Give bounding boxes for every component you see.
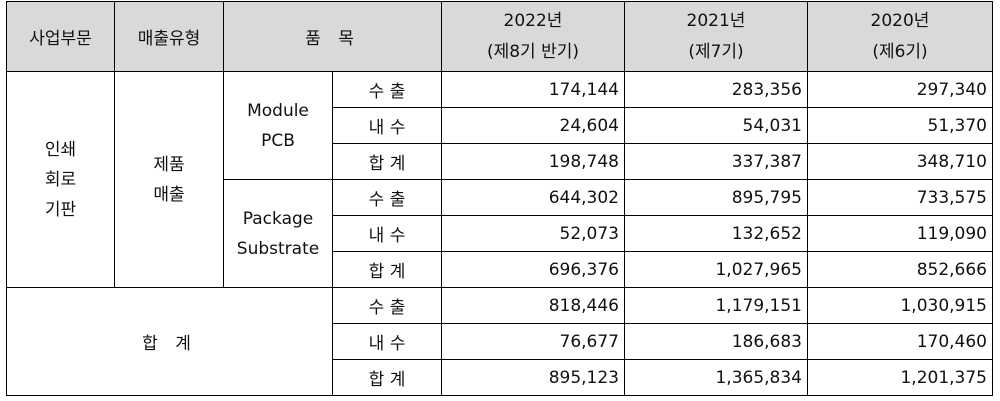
value-cell: 132,652 [624, 215, 808, 252]
value-cell: 119,090 [807, 215, 993, 252]
value-cell: 696,376 [441, 251, 625, 288]
kind-cell: 합 계 [332, 143, 442, 180]
table-row: 합 계 696,376 1,027,965 852,666 [7, 251, 993, 288]
header-item-label: 품 목 [305, 29, 360, 49]
kind-cell: 수 출 [332, 71, 442, 108]
kind-cell: 내 수 [332, 323, 442, 360]
header-term: (제6기) [872, 41, 928, 62]
value-cell: 76,677 [441, 323, 625, 360]
value-cell: 51,370 [807, 107, 993, 144]
header-year: 2021년 [686, 10, 746, 31]
value-cell: 1,365,834 [624, 359, 808, 396]
total-label-cell: 합 계 [6, 287, 333, 396]
table-row: 합 계 198,748 337,387 348,710 [7, 143, 993, 180]
table-row: 인쇄 회로 기판 제품 매출 Module PCB 수 출 174,144 28… [6, 71, 993, 288]
kind-cell: 합 계 [332, 251, 442, 288]
header-term: (제7기) [688, 41, 744, 62]
value-cell: 348,710 [807, 143, 993, 180]
value-cell: 852,666 [807, 251, 993, 288]
value-cell: 283,356 [624, 71, 808, 108]
product-cell: Package Substrate [223, 179, 333, 288]
table-row: 내 수 76,677 186,683 170,460 [7, 323, 993, 360]
value-cell: 24,604 [441, 107, 625, 144]
header-period-2022: 2022년 (제8기 반기) [441, 1, 625, 72]
kind-cell: 수 출 [332, 287, 442, 324]
product-line: Substrate [236, 238, 320, 259]
value-cell: 1,201,375 [807, 359, 993, 396]
product-cell: Module PCB [223, 71, 333, 180]
value-cell: 54,031 [624, 107, 808, 144]
sales-type-line: 매출 [153, 184, 185, 205]
value-cell: 733,575 [807, 179, 993, 216]
sales-type-cell: 제품 매출 [114, 71, 224, 288]
value-cell: 186,683 [624, 323, 808, 360]
value-cell: 297,340 [807, 71, 993, 108]
header-year: 2022년 [503, 10, 563, 31]
value-cell: 895,795 [624, 179, 808, 216]
value-cell: 198,748 [441, 143, 625, 180]
table-row: 내 수 24,604 54,031 51,370 [7, 107, 993, 144]
product-line: PCB [261, 130, 295, 151]
value-cell: 337,387 [624, 143, 808, 180]
header-period-2021: 2021년 (제7기) [624, 1, 808, 72]
header-sales-type: 매출유형 [114, 1, 224, 72]
table-row: 합 계 895,123 1,365,834 1,201,375 [7, 359, 993, 396]
kind-cell: 합 계 [332, 359, 442, 396]
header-segment: 사업부문 [6, 1, 115, 72]
kind-cell: 내 수 [332, 215, 442, 252]
value-cell: 170,460 [807, 323, 993, 360]
value-cell: 174,144 [441, 71, 625, 108]
value-cell: 644,302 [441, 179, 625, 216]
value-cell: 1,030,915 [807, 287, 993, 324]
header-period-2020: 2020년 (제6기) [807, 1, 993, 72]
header-year: 2020년 [870, 10, 930, 31]
value-cell: 1,027,965 [624, 251, 808, 288]
sales-type-line: 제품 [153, 154, 185, 175]
segment-line: 기판 [44, 199, 77, 220]
value-cell: 895,123 [441, 359, 625, 396]
table-row: 합 계 수 출 818,446 1,179,151 1,030,915 [6, 287, 993, 396]
product-line: Package [242, 208, 314, 229]
header-term: (제8기 반기) [486, 41, 580, 62]
value-cell: 818,446 [441, 287, 625, 324]
value-cell: 52,073 [441, 215, 625, 252]
sales-table: 사업부문 매출유형 품 목 2022년 (제8기 반기) 2021년 (제7기)… [6, 1, 993, 396]
segment-line: 회로 [44, 169, 77, 190]
header-row: 사업부문 매출유형 품 목 2022년 (제8기 반기) 2021년 (제7기)… [6, 1, 993, 72]
header-item: 품 목 [223, 1, 442, 72]
value-cell: 1,179,151 [624, 287, 808, 324]
segment-cell: 인쇄 회로 기판 [6, 71, 115, 288]
product-line: Module [247, 100, 309, 121]
segment-line: 인쇄 [44, 139, 77, 160]
total-label: 합 계 [142, 334, 197, 354]
table-row: 내 수 52,073 132,652 119,090 [7, 215, 993, 252]
kind-cell: 내 수 [332, 107, 442, 144]
kind-cell: 수 출 [332, 179, 442, 216]
